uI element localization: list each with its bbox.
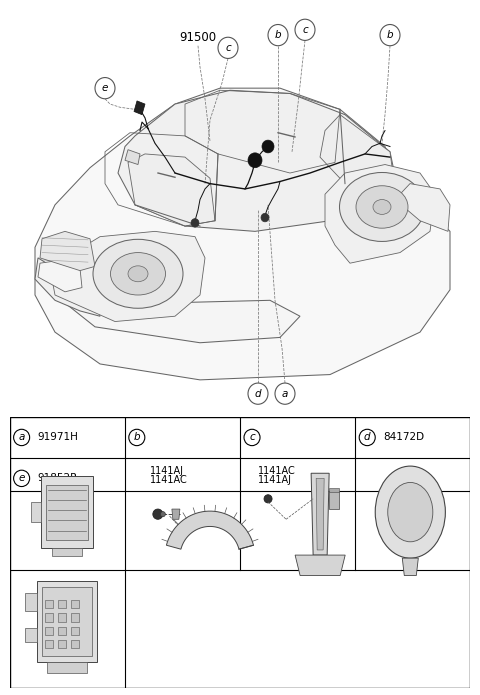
Polygon shape bbox=[125, 149, 140, 165]
Circle shape bbox=[261, 213, 269, 222]
FancyBboxPatch shape bbox=[329, 491, 339, 509]
Text: b: b bbox=[387, 30, 393, 40]
FancyBboxPatch shape bbox=[58, 614, 66, 621]
Ellipse shape bbox=[110, 252, 166, 295]
Polygon shape bbox=[395, 183, 450, 231]
Polygon shape bbox=[167, 511, 253, 549]
Circle shape bbox=[264, 495, 272, 503]
Text: 91852R: 91852R bbox=[37, 473, 78, 483]
Polygon shape bbox=[295, 555, 345, 575]
Circle shape bbox=[268, 24, 288, 46]
Ellipse shape bbox=[388, 482, 433, 542]
Ellipse shape bbox=[128, 265, 148, 281]
Circle shape bbox=[248, 153, 262, 167]
Ellipse shape bbox=[375, 466, 445, 558]
Text: a: a bbox=[18, 432, 25, 443]
Circle shape bbox=[191, 219, 199, 227]
Text: 1141AJ: 1141AJ bbox=[150, 466, 184, 476]
Text: d: d bbox=[364, 432, 371, 443]
Circle shape bbox=[153, 509, 163, 519]
FancyBboxPatch shape bbox=[24, 628, 36, 642]
Circle shape bbox=[295, 19, 315, 40]
Ellipse shape bbox=[93, 239, 183, 309]
FancyBboxPatch shape bbox=[71, 627, 79, 635]
Text: e: e bbox=[102, 83, 108, 93]
FancyBboxPatch shape bbox=[42, 587, 92, 656]
Ellipse shape bbox=[356, 186, 408, 228]
Polygon shape bbox=[128, 154, 215, 226]
Polygon shape bbox=[35, 88, 450, 380]
FancyBboxPatch shape bbox=[31, 502, 41, 523]
Text: c: c bbox=[225, 43, 231, 53]
Polygon shape bbox=[52, 231, 205, 322]
Polygon shape bbox=[325, 165, 435, 263]
Polygon shape bbox=[316, 478, 324, 550]
Polygon shape bbox=[38, 260, 82, 292]
FancyBboxPatch shape bbox=[329, 488, 339, 491]
Text: 91971H: 91971H bbox=[37, 432, 79, 443]
Text: d: d bbox=[255, 389, 261, 399]
FancyBboxPatch shape bbox=[58, 600, 66, 608]
Polygon shape bbox=[134, 101, 145, 115]
Polygon shape bbox=[40, 231, 95, 270]
Polygon shape bbox=[35, 258, 100, 316]
Text: a: a bbox=[282, 389, 288, 399]
FancyBboxPatch shape bbox=[45, 614, 53, 621]
FancyBboxPatch shape bbox=[45, 627, 53, 635]
Polygon shape bbox=[311, 473, 329, 555]
Text: c: c bbox=[302, 25, 308, 35]
Polygon shape bbox=[118, 90, 400, 231]
FancyBboxPatch shape bbox=[36, 580, 97, 662]
Text: b: b bbox=[275, 30, 281, 40]
Polygon shape bbox=[55, 274, 300, 343]
FancyBboxPatch shape bbox=[58, 640, 66, 648]
FancyBboxPatch shape bbox=[41, 476, 93, 548]
Text: c: c bbox=[249, 432, 255, 443]
FancyBboxPatch shape bbox=[24, 593, 36, 612]
FancyBboxPatch shape bbox=[58, 627, 66, 635]
FancyBboxPatch shape bbox=[45, 640, 53, 648]
Text: b: b bbox=[133, 432, 140, 443]
Text: e: e bbox=[18, 473, 25, 483]
FancyBboxPatch shape bbox=[71, 640, 79, 648]
FancyBboxPatch shape bbox=[46, 484, 88, 540]
Text: 1141AC: 1141AC bbox=[150, 475, 188, 485]
Text: 1141AJ: 1141AJ bbox=[258, 475, 292, 485]
Circle shape bbox=[262, 140, 274, 153]
Circle shape bbox=[275, 383, 295, 404]
Polygon shape bbox=[320, 115, 395, 194]
Text: 91500: 91500 bbox=[180, 31, 216, 44]
FancyBboxPatch shape bbox=[71, 600, 79, 608]
FancyBboxPatch shape bbox=[52, 548, 82, 556]
Text: 84172D: 84172D bbox=[383, 432, 424, 443]
Ellipse shape bbox=[339, 172, 424, 241]
Polygon shape bbox=[172, 509, 180, 519]
Polygon shape bbox=[402, 558, 418, 575]
FancyBboxPatch shape bbox=[47, 662, 87, 673]
Circle shape bbox=[248, 383, 268, 404]
Circle shape bbox=[380, 24, 400, 46]
Text: 1141AC: 1141AC bbox=[258, 466, 296, 476]
FancyBboxPatch shape bbox=[71, 614, 79, 621]
Circle shape bbox=[95, 78, 115, 99]
Circle shape bbox=[218, 38, 238, 58]
Ellipse shape bbox=[373, 199, 391, 214]
FancyBboxPatch shape bbox=[45, 600, 53, 608]
Circle shape bbox=[160, 512, 166, 516]
